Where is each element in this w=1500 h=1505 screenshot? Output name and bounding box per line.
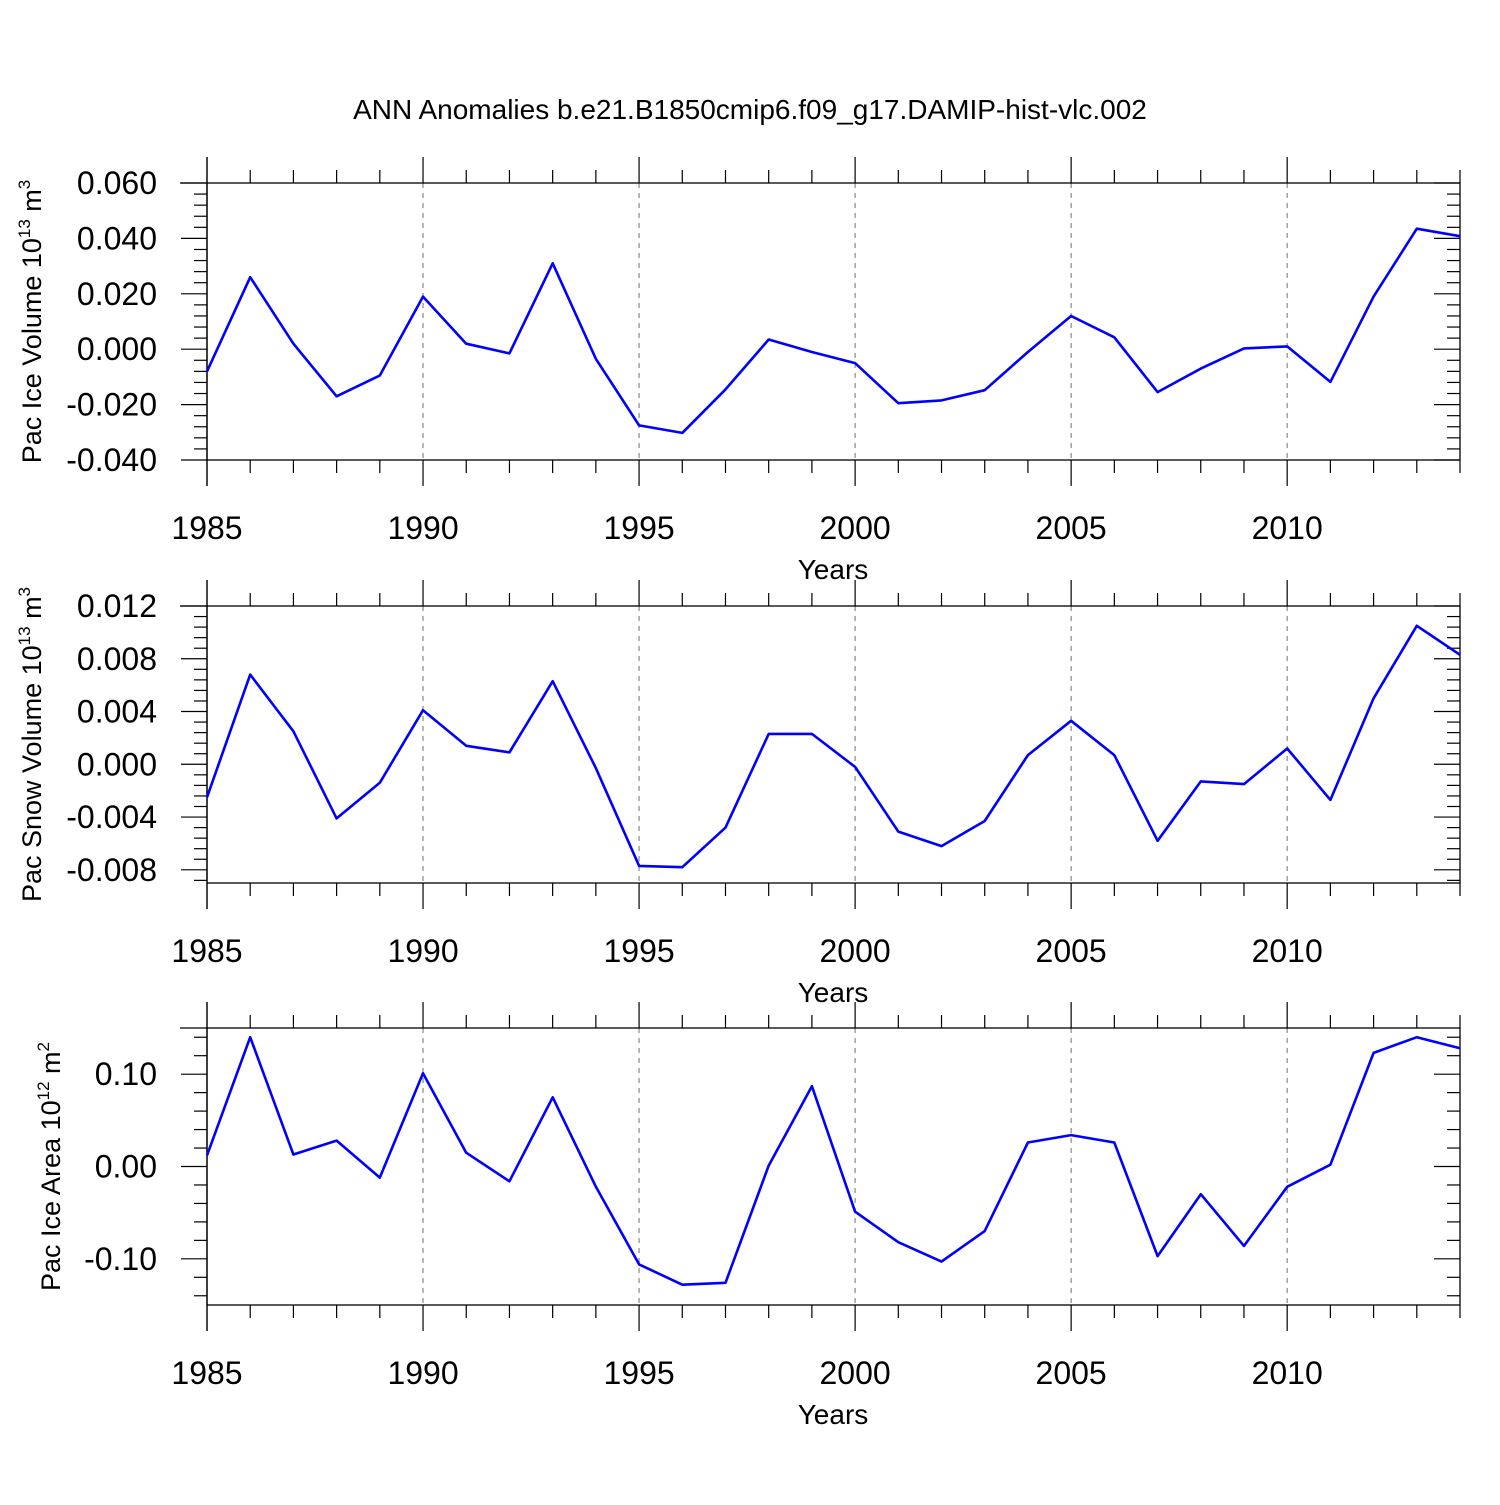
y-axis-title-exponent: 13: [15, 219, 34, 238]
y-tick-label: 0.020: [77, 276, 157, 312]
plot-frame: [206, 182, 1461, 461]
series-line: [205, 1035, 1461, 1286]
y-tick-label: 0.000: [77, 331, 157, 367]
x-axis-title: Years: [798, 977, 869, 1008]
y-axis-title-exponent: 12: [34, 1081, 53, 1100]
x-tick-label: 2000: [820, 510, 891, 546]
x-tick-label: 2005: [1036, 510, 1107, 546]
plot-frame: [206, 1027, 1461, 1306]
x-tick-label: 1990: [387, 510, 458, 546]
panel-pac-snow-volume: -0.008 -0.004 0.000 0.004 0.008 0.012 1985 1990…: [15, 580, 1461, 1008]
y-axis-title-main: Pac Ice Area 10: [36, 1100, 66, 1291]
panel-pac-ice-volume: -0.040 -0.020 0.000 0.020 0.040 0.060 1985 1990…: [15, 157, 1461, 585]
x-tick-label: 1990: [387, 1355, 458, 1391]
x-tick-label: 1995: [603, 1355, 674, 1391]
y-tick-label: 0.040: [77, 220, 157, 256]
y-tick-label: 0.008: [77, 641, 157, 677]
y-axis-title-unit-exponent: 3: [15, 587, 34, 596]
y-tick-label: 0.004: [77, 694, 157, 730]
y-axis-title-unit: m: [36, 1051, 66, 1081]
x-tick-label: 1985: [171, 1355, 242, 1391]
y-axis-title-unit: m: [17, 189, 47, 219]
x-tick-label: 2005: [1036, 1355, 1107, 1391]
series-line: [205, 624, 1461, 869]
x-tick-label: 2005: [1036, 933, 1107, 969]
x-tick-label: 2010: [1252, 933, 1323, 969]
y-tick-label: 0.000: [77, 746, 157, 782]
x-tick-label: 1985: [171, 510, 242, 546]
y-tick-label: 0.060: [77, 165, 157, 201]
y-tick-label: -0.040: [66, 442, 157, 478]
x-tick-label: 1995: [603, 933, 674, 969]
y-axis-title: Pac Ice Volume 1013 m3: [15, 180, 47, 464]
series-line: [205, 227, 1461, 435]
x-tick-label: 2000: [820, 933, 891, 969]
y-tick-label: 0.012: [77, 588, 157, 624]
x-tick-label: 1990: [387, 933, 458, 969]
y-tick-label: -0.004: [66, 799, 157, 835]
y-axis-title: Pac Ice Area 1012 m2: [34, 1042, 66, 1291]
y-tick-label: -0.10: [84, 1241, 157, 1277]
y-axis-title: Pac Snow Volume 1013 m3: [15, 587, 47, 902]
y-axis-title-unit-exponent: 2: [34, 1042, 53, 1051]
x-axis-title: Years: [798, 1399, 869, 1430]
y-axis-title-unit-exponent: 3: [15, 180, 34, 189]
y-axis-title-exponent: 13: [15, 626, 34, 645]
x-tick-label: 1985: [171, 933, 242, 969]
y-axis-title-main: Pac Ice Volume 10: [17, 238, 47, 463]
y-tick-label: -0.020: [66, 387, 157, 423]
plot-frame: [206, 605, 1461, 884]
x-tick-label: 1995: [603, 510, 674, 546]
chart-title: ANN Anomalies b.e21.B1850cmip6.f09_g17.D…: [353, 94, 1147, 125]
x-tick-label: 2000: [820, 1355, 891, 1391]
x-axis-title: Years: [798, 554, 869, 585]
y-tick-label: 0.00: [95, 1149, 157, 1185]
panel-pac-ice-area: -0.10 0.00 0.10 1985 1990 1995 2000 2005 2010 Yea…: [34, 1002, 1461, 1430]
y-axis-title-main: Pac Snow Volume 10: [17, 645, 47, 902]
y-tick-label: -0.008: [66, 852, 157, 888]
x-tick-label: 2010: [1252, 510, 1323, 546]
y-axis-title-unit: m: [17, 596, 47, 626]
x-tick-label: 2010: [1252, 1355, 1323, 1391]
y-tick-label: 0.10: [95, 1056, 157, 1092]
